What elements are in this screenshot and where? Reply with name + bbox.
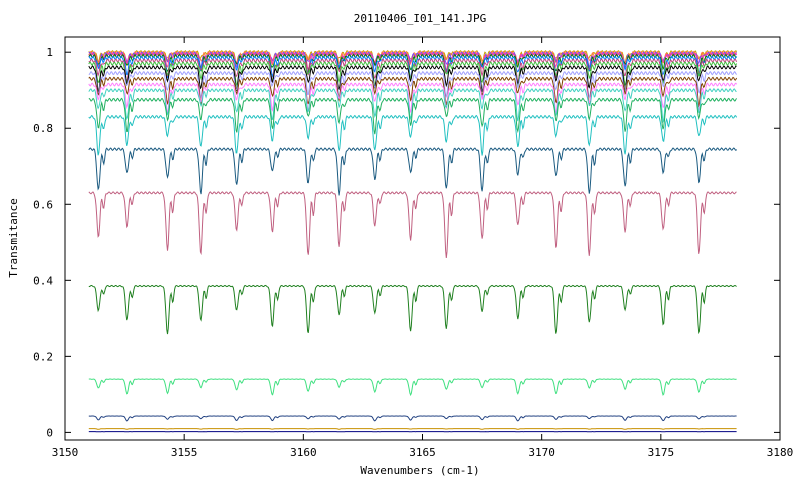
spectrum-series-line <box>88 97 738 135</box>
x-tick-label: 3170 <box>528 446 555 459</box>
spectrum-series-line <box>88 76 738 108</box>
y-tick-label: 0.8 <box>33 122 53 135</box>
x-tick-label: 3160 <box>290 446 317 459</box>
y-tick-label: 0.4 <box>33 274 53 287</box>
series-layer <box>88 49 738 433</box>
spectrum-series-line <box>88 88 737 124</box>
y-axis-label: Transmitance <box>7 198 20 277</box>
x-tick-label: 3165 <box>409 446 436 459</box>
ticks-layer: 3150 3155 3160 3165 3170 3175 3180 0 0.2 0.4 0.6 0.… <box>33 37 793 459</box>
spectrum-series-line <box>88 70 737 100</box>
spectrum-series-line <box>88 428 737 430</box>
spectrum-series-line <box>88 82 738 114</box>
x-tick-label: 3150 <box>52 446 79 459</box>
x-tick-label: 3175 <box>648 446 675 459</box>
spectrum-series-line <box>88 52 738 73</box>
y-tick-label: 0 <box>46 426 53 439</box>
spectrum-series-line <box>88 65 737 93</box>
spectrum-series-line <box>88 284 737 335</box>
spectrum-series-line <box>88 114 738 156</box>
spectrum-series-line <box>88 378 737 397</box>
y-tick-label: 0.2 <box>33 350 53 363</box>
x-tick-label: 3180 <box>767 446 794 459</box>
y-tick-label: 0.6 <box>33 198 53 211</box>
x-axis-label: Wavenumbers (cm-1) <box>360 464 479 477</box>
y-tick-label: 1 <box>46 46 53 59</box>
spectrum-series-line <box>88 147 737 196</box>
spectrum-series-line <box>88 61 738 89</box>
spectrum-series-line <box>88 415 737 422</box>
x-tick-label: 3155 <box>171 446 198 459</box>
chart-title: 20110406_I01_141.JPG <box>354 12 486 25</box>
spectrum-series-line <box>88 191 737 259</box>
